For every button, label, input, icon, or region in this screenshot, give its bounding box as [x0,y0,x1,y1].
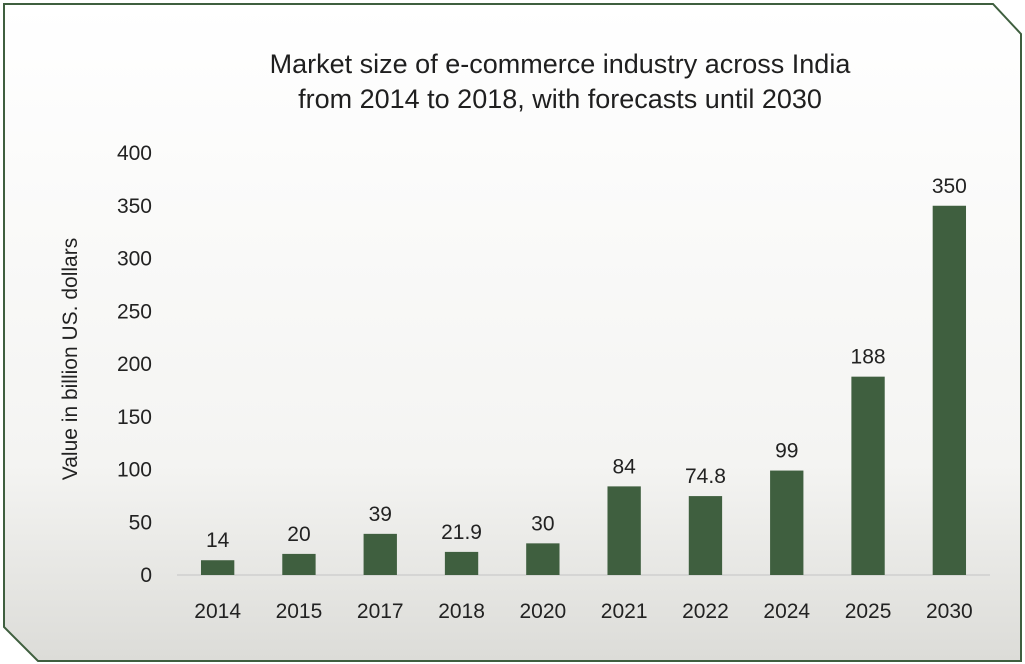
data-label-2025: 188 [851,346,886,369]
x-tick-label: 2018 [438,600,485,623]
data-label-2014: 14 [206,529,230,552]
bar-2022 [688,496,723,575]
bar-2017 [363,533,397,575]
bar-2025 [851,376,885,575]
chart-frame [3,3,1022,662]
bar-2014 [200,560,235,575]
x-tick-label: 2024 [763,600,810,623]
y-axis-ticks: 0 50 100 150 200 250 300 350 400 [117,142,152,587]
y-axis-label: Value in billion US. dollars [59,238,82,480]
y-tick-label: 400 [117,142,152,165]
bar-2021 [607,486,641,575]
x-tick-label: 2025 [845,600,892,623]
bars-group [200,205,967,575]
bar-2024 [770,470,804,575]
data-label-2018: 21.9 [441,521,482,544]
y-tick-label: 200 [117,353,152,376]
y-tick-label: 250 [117,300,152,323]
bar-2020 [526,543,560,575]
x-tick-label: 2030 [926,600,973,623]
x-tick-label: 2015 [276,600,323,623]
y-tick-label: 0 [140,564,152,587]
data-label-2021: 84 [612,455,636,478]
data-label-2017: 39 [369,503,392,526]
data-label-2030: 350 [932,175,967,198]
bar-2030 [932,205,967,575]
x-tick-label: 2022 [682,600,729,623]
x-tick-label: 2021 [601,600,648,623]
bar-2018 [444,551,479,575]
chart-title-line-1: Market size of e-commerce industry acros… [270,49,852,79]
data-label-2024: 99 [775,440,798,463]
data-labels-group: 14 20 39 21.9 30 84 74.8 99 188 350 [206,175,967,552]
y-tick-label: 350 [117,195,152,218]
data-label-2015: 20 [287,523,310,546]
bar-2015 [282,553,316,575]
y-tick-label: 50 [129,511,152,534]
x-tick-label: 2014 [194,600,241,623]
y-tick-label: 300 [117,248,152,271]
data-label-2022: 74.8 [685,465,726,488]
x-tick-label: 2017 [357,600,404,623]
y-tick-label: 150 [117,406,152,429]
data-label-2020: 30 [531,512,554,535]
y-tick-label: 100 [117,459,152,482]
x-axis-ticks: 2014 2015 2017 2018 2020 2021 2022 2024 2025 2030 [194,600,972,623]
chart-title-line-2: from 2014 to 2018, with forecasts until … [298,84,822,114]
x-tick-label: 2020 [519,600,566,623]
